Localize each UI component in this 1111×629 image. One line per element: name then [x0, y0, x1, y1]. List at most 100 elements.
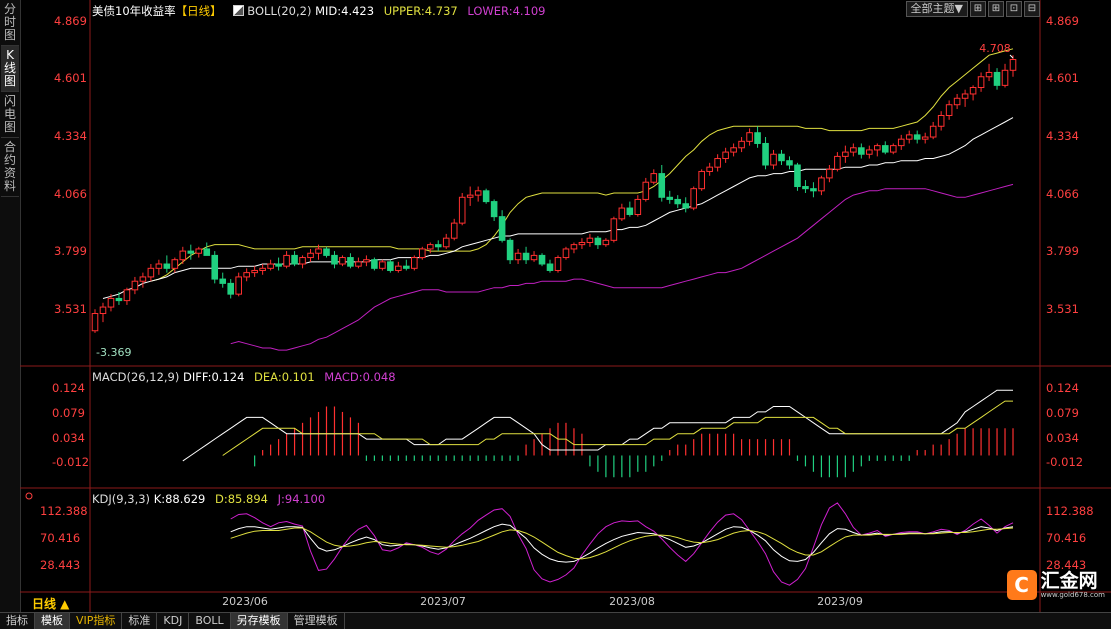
- price-tick-left-3: 4.066: [54, 187, 87, 201]
- candle-body: [538, 254, 546, 265]
- candle-body: [842, 151, 849, 157]
- candle-body: [554, 257, 562, 271]
- sidebar-tab-2[interactable]: 闪电图: [1, 92, 19, 138]
- sidebar-tab-0[interactable]: 分时图: [1, 0, 19, 46]
- macd-label: MACD(26,12,9): [92, 370, 180, 384]
- candle-body: [618, 207, 626, 220]
- candle-body: [738, 140, 745, 149]
- candle-body: [874, 145, 881, 151]
- boll-upper: UPPER:4.737: [383, 4, 458, 18]
- bottom-tab-0[interactable]: 指标: [0, 613, 35, 629]
- candle-body: [506, 239, 514, 261]
- kdj-k-line: [230, 523, 1014, 563]
- candle-body: [913, 134, 921, 140]
- price-tick-right-2: 4.334: [1046, 129, 1079, 143]
- macd-tick-left-0: 0.124: [52, 381, 85, 395]
- macd-dea: DEA:0.101: [254, 370, 315, 384]
- candle-body: [594, 237, 602, 246]
- candle-body: [937, 114, 945, 127]
- macd-tick-left-1: 0.079: [52, 406, 85, 420]
- candle-body: [115, 297, 123, 302]
- high-marker: [1009, 54, 1014, 59]
- period-selector[interactable]: 日线 ▲: [32, 597, 70, 611]
- theme-dropdown[interactable]: 全部主题▼: [905, 1, 968, 17]
- candle-body: [690, 188, 697, 209]
- candle-body: [754, 132, 761, 144]
- sidebar-tab-3[interactable]: 合约资料: [1, 138, 19, 197]
- zoom-out-icon[interactable]: ⊞: [988, 1, 1004, 17]
- candle-body: [698, 170, 705, 190]
- candle-body: [363, 259, 370, 263]
- candle-body: [179, 250, 187, 261]
- high-annotation: 4.708: [979, 42, 1011, 55]
- x-axis-label-1: 2023/07: [420, 595, 466, 608]
- candle-body: [498, 216, 506, 241]
- price-tick-left-1: 4.601: [54, 71, 87, 85]
- candle-body: [762, 142, 769, 166]
- kdj-tick-right-0: 112.388: [1046, 504, 1094, 518]
- candle-body: [993, 71, 1001, 86]
- candle-body: [251, 269, 258, 274]
- candle-body: [123, 289, 131, 302]
- candle-body: [546, 263, 554, 271]
- macd-dea-line: [222, 400, 1013, 456]
- kdj-d-line: [230, 527, 1014, 560]
- zoom-in-icon[interactable]: ⊞: [970, 1, 986, 17]
- boll-upper-line: [150, 48, 1014, 282]
- candle-body: [850, 147, 857, 153]
- candle-body: [371, 259, 378, 269]
- logo-name: 汇金网: [1040, 570, 1098, 592]
- macd-value: MACD:0.048: [324, 370, 396, 384]
- minimize-icon[interactable]: ⊟: [1024, 1, 1040, 17]
- logo-url: www.gold678.com: [1040, 591, 1105, 599]
- candle-body: [490, 201, 498, 218]
- candle-body: [985, 71, 993, 78]
- candle-body: [666, 196, 674, 200]
- candle-body: [522, 252, 530, 261]
- candle-body: [905, 134, 913, 140]
- period-tag: 【日线】: [175, 4, 222, 18]
- candle-body: [578, 241, 586, 246]
- bottom-tab-5[interactable]: BOLL: [189, 613, 231, 629]
- candle-body: [323, 248, 330, 256]
- macd-diff: DIFF:0.124: [183, 370, 245, 384]
- kdj-k: K:88.629: [153, 492, 206, 506]
- bottom-tab-1[interactable]: 模板: [35, 613, 70, 629]
- candle-body: [347, 257, 354, 267]
- macd-tick-right-1: 0.079: [1046, 406, 1079, 420]
- candle-body: [514, 252, 522, 261]
- candle-body: [826, 168, 833, 179]
- kdj-j: J:94.100: [277, 492, 326, 506]
- candle-body: [570, 244, 578, 250]
- candle-body: [403, 265, 410, 269]
- kdj-d: D:85.894: [215, 492, 268, 506]
- price-tick-left-5: 3.531: [54, 302, 87, 316]
- candle-body: [243, 272, 250, 278]
- kdj-header: KDJ(9,3,3) K:88.629 D:85.894 J:94.100: [92, 492, 325, 506]
- bottom-tab-2[interactable]: VIP指标: [70, 613, 123, 629]
- bottom-tab-7[interactable]: 管理模板: [288, 613, 345, 629]
- low-annotation: -3.369: [96, 346, 131, 359]
- restore-icon[interactable]: ⊡: [1006, 1, 1022, 17]
- candle-body: [897, 138, 905, 147]
- price-tick-right-1: 4.601: [1046, 71, 1079, 85]
- candle-body: [746, 132, 753, 142]
- candle-body: [131, 280, 139, 291]
- price-tick-right-0: 4.869: [1046, 14, 1079, 28]
- candle-body: [426, 244, 434, 250]
- bottom-tab-6[interactable]: 另存模板: [230, 613, 288, 629]
- candle-body: [474, 190, 482, 196]
- candle-body: [355, 261, 362, 267]
- kdj-tick-left-0: 112.388: [40, 504, 88, 518]
- macd-tick-left-3: -0.012: [52, 455, 89, 469]
- bottom-tab-4[interactable]: KDJ: [157, 613, 190, 629]
- candle-body: [1001, 69, 1009, 86]
- candle-body: [953, 97, 961, 106]
- instrument-title: 美债10年收益率: [92, 4, 176, 18]
- candle-body: [834, 155, 841, 170]
- price-tick-left-2: 4.334: [54, 129, 87, 143]
- bottom-tab-3[interactable]: 标准: [122, 613, 158, 629]
- candle-body: [387, 261, 394, 271]
